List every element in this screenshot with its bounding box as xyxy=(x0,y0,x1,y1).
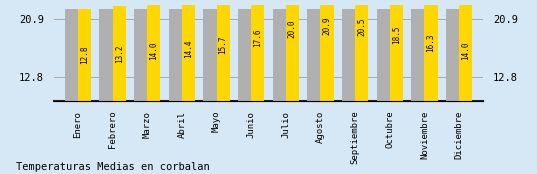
Text: 13.2: 13.2 xyxy=(115,44,124,63)
Text: 14.0: 14.0 xyxy=(149,41,158,60)
Text: 14.4: 14.4 xyxy=(184,40,193,58)
Text: 15.7: 15.7 xyxy=(219,35,228,54)
Bar xyxy=(182,0,195,101)
Bar xyxy=(204,9,216,101)
Text: 14.0: 14.0 xyxy=(461,41,470,60)
Text: 12.8: 12.8 xyxy=(80,46,89,64)
Bar xyxy=(390,0,403,101)
Bar xyxy=(99,9,113,101)
Text: 20.5: 20.5 xyxy=(357,18,366,36)
Bar xyxy=(286,0,299,101)
Bar xyxy=(424,0,438,101)
Bar xyxy=(78,9,91,101)
Bar xyxy=(459,0,472,101)
Bar xyxy=(113,6,126,101)
Bar xyxy=(411,9,424,101)
Text: 16.3: 16.3 xyxy=(426,33,436,52)
Bar xyxy=(273,9,286,101)
Bar xyxy=(376,9,390,101)
Bar xyxy=(251,0,264,101)
Bar xyxy=(342,9,355,101)
Bar xyxy=(446,9,459,101)
Bar xyxy=(321,0,333,101)
Text: Temperaturas Medias en corbalan: Temperaturas Medias en corbalan xyxy=(16,162,210,172)
Text: 18.5: 18.5 xyxy=(392,25,401,44)
Bar xyxy=(147,0,161,101)
Bar xyxy=(65,9,78,101)
Bar xyxy=(134,9,147,101)
Text: 20.9: 20.9 xyxy=(323,17,331,35)
Text: 20.0: 20.0 xyxy=(288,20,297,38)
Bar xyxy=(307,9,321,101)
Bar xyxy=(169,9,182,101)
Bar xyxy=(355,0,368,101)
Bar xyxy=(238,9,251,101)
Text: 17.6: 17.6 xyxy=(253,28,262,47)
Bar xyxy=(216,0,230,101)
